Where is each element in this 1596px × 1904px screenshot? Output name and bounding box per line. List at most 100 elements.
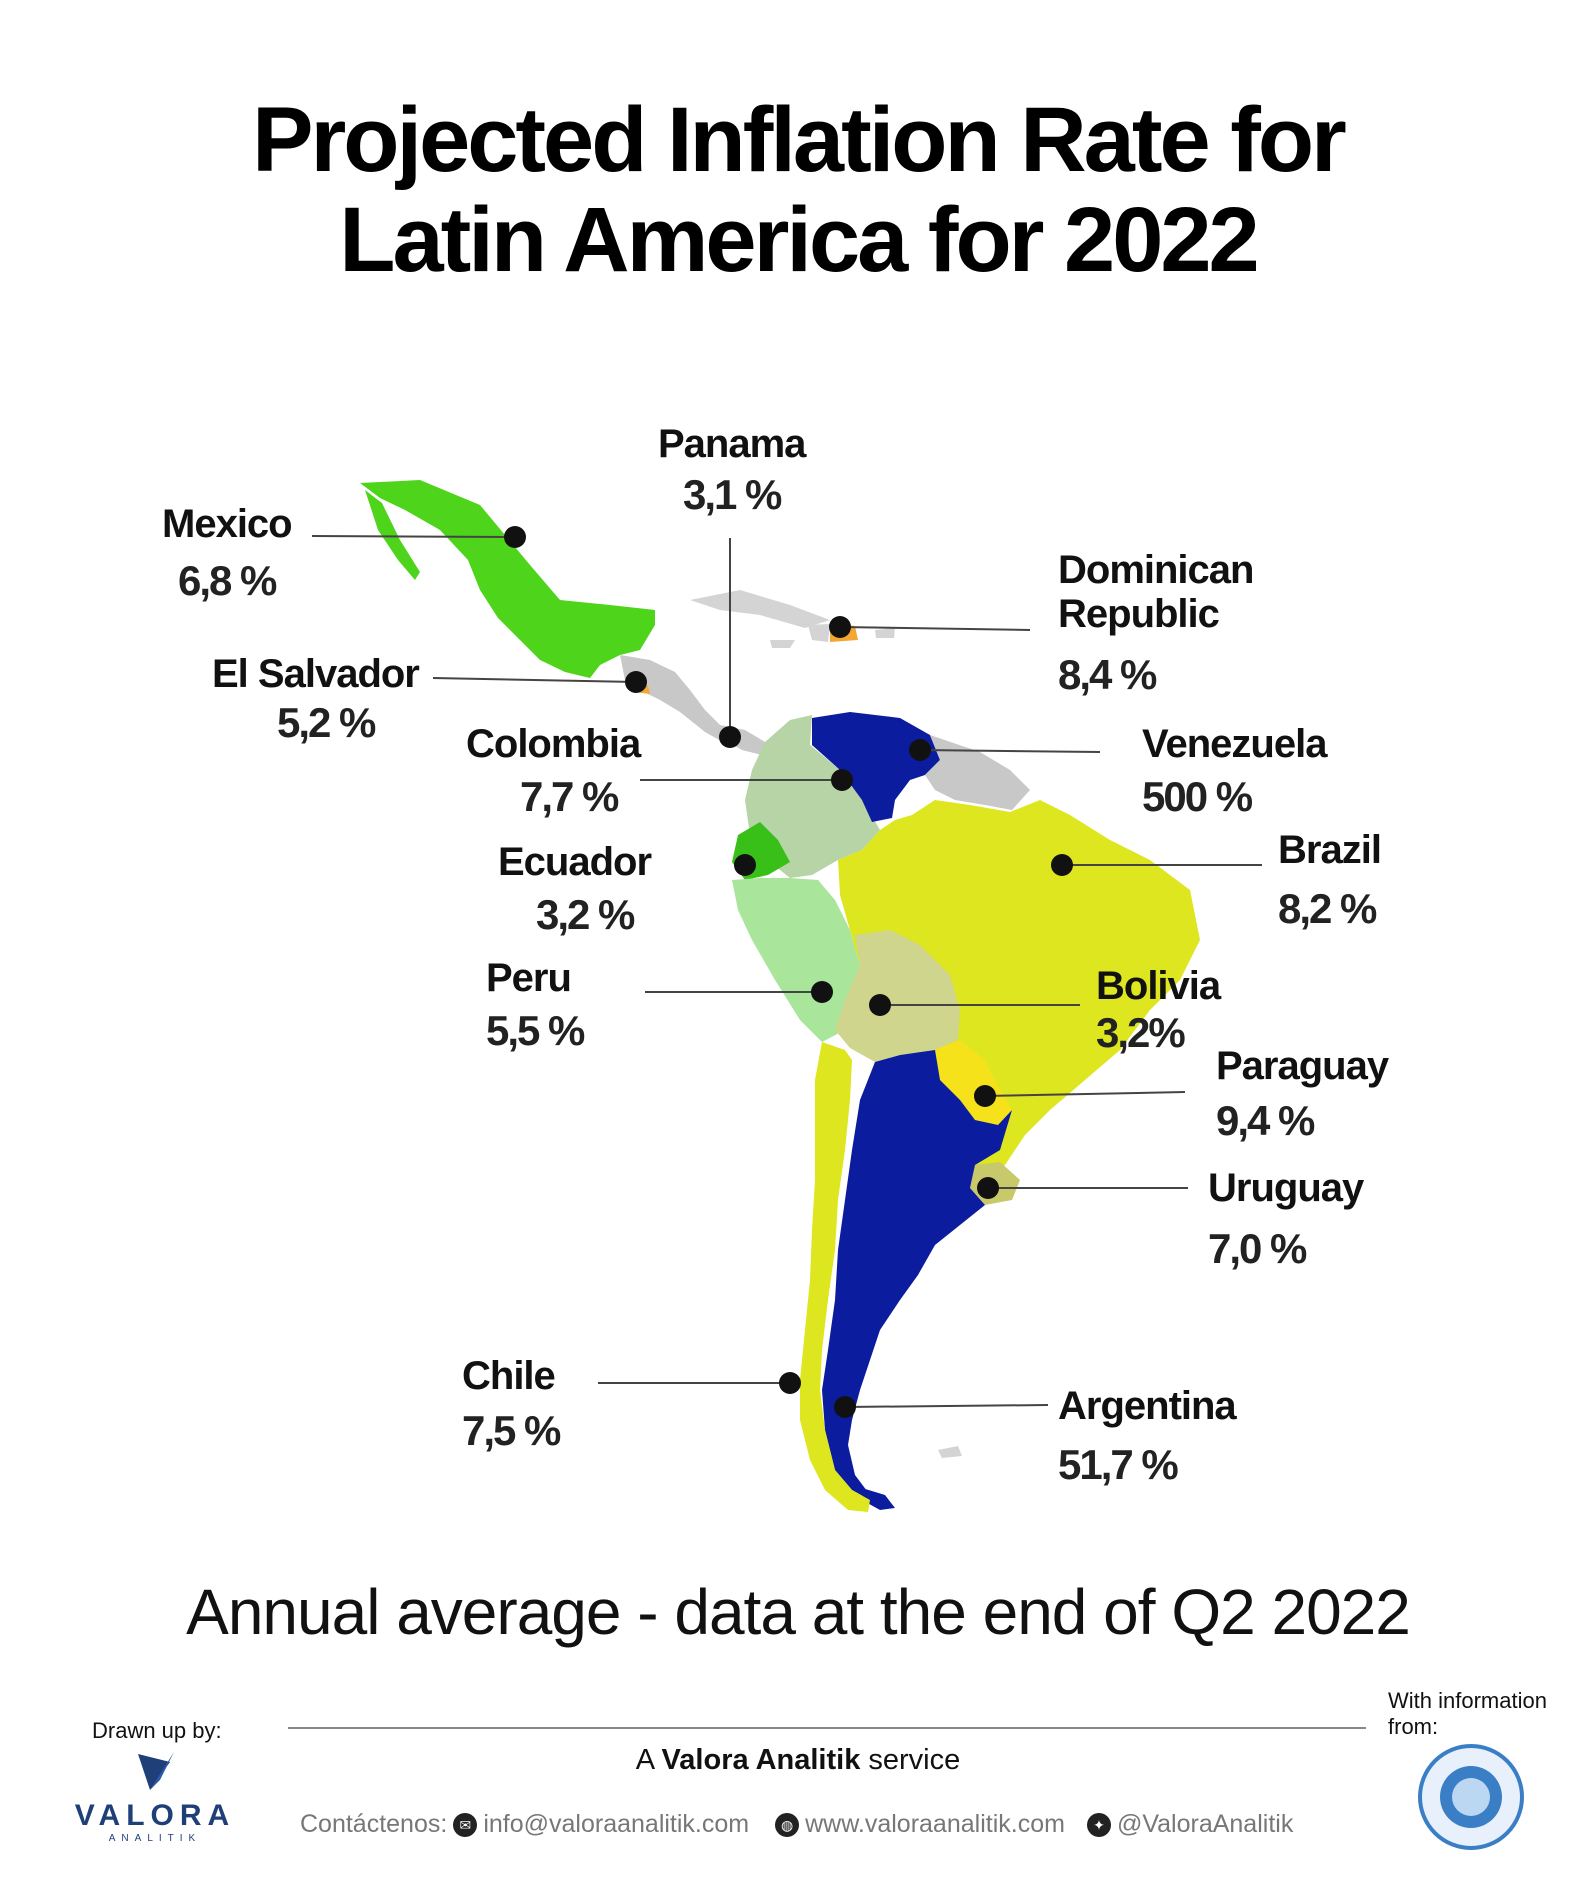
marker-ecuador [734,854,756,876]
service-suffix: service [860,1744,961,1776]
country-name: Panama [658,422,806,466]
country-name-line-2: Republic [1058,592,1220,636]
marker-el-salvador [625,671,647,693]
inflation-value: 3,1 % [683,471,782,518]
contacts-label: Contáctenos: [300,1810,448,1838]
country-name: Mexico [162,502,293,546]
service-prefix: A [635,1744,662,1776]
cuba-shape [690,590,830,628]
inflation-value: 7,0 % [1208,1225,1307,1272]
inflation-value: 51,7 % [1058,1441,1179,1488]
label-colombia: Colombia 7,7 % [466,722,641,820]
country-name: Ecuador [498,840,652,884]
marker-bolivia [869,994,891,1016]
inflation-value: 3,2 % [536,891,635,938]
marker-mexico [504,526,526,548]
brazil-shape [838,800,1200,1185]
inflation-value: 5,2 % [277,699,376,746]
valora-logo-word: VALORA [74,1799,236,1832]
country-name: Brazil [1278,828,1382,872]
valora-logo-subword: ANALITIK [108,1833,202,1844]
label-uruguay: Uruguay 7,0 % [1208,1166,1364,1272]
country-name: Colombia [466,722,641,766]
baja-california-shape [365,490,420,580]
marker-brazil [1051,854,1073,876]
footer-divider [288,1727,1366,1729]
argentina-shape [822,1050,1012,1500]
service-brand: Valora Analitik [661,1744,861,1776]
imf-seal-logo [1418,1744,1524,1850]
inflation-value: 8,2 % [1278,885,1377,932]
inflation-value: 8,4 % [1058,651,1157,698]
title-line-1: Projected Inflation Rate for [252,89,1347,191]
title-line-2: Latin America for 2022 [339,189,1259,291]
inflation-value: 3,2% [1096,1009,1186,1056]
drawn-by-label: Drawn up by: [92,1718,222,1743]
label-bolivia: Bolivia 3,2% [1096,964,1221,1056]
label-paraguay: Paraguay 9,4 % [1216,1044,1389,1144]
colombia-shape [745,715,880,878]
contact-email[interactable]: info@valoraanalitik.com [483,1810,750,1838]
label-panama: Panama 3,1 % [658,422,806,518]
valora-mark-icon [138,1752,174,1790]
jamaica-shape [770,640,795,648]
label-argentina: Argentina 51,7 % [1058,1384,1237,1488]
puerto-rico-shape [875,628,895,638]
label-peru: Peru 5,5 % [486,956,585,1054]
marker-venezuela [909,739,931,761]
marker-dominican-republic [829,616,851,638]
twitter-icon: ✦ [1086,1812,1111,1837]
leader-line-venezuela [919,749,1101,753]
country-name: El Salvador [212,652,420,696]
venezuela-shape [812,712,940,822]
inflation-value: 5,5 % [486,1007,585,1054]
label-venezuela: Venezuela 500 % [1142,722,1327,820]
map-title: Projected Inflation Rate for Latin Ameri… [0,90,1596,290]
with-info-label: With information from: [1388,1688,1547,1740]
service-credit: A Valora Analitik service [0,1744,1596,1777]
inflation-value: 6,8 % [178,557,277,604]
country-name: Venezuela [1142,722,1327,766]
bolivia-shape [835,930,960,1062]
marker-colombia [831,769,853,791]
leader-line-dominican-republic [839,626,1031,631]
inflation-value: 500 % [1142,773,1253,820]
marker-chile [779,1372,801,1394]
chile-shape [800,1042,870,1512]
marker-panama [719,726,741,748]
haiti-shape [808,624,830,642]
marker-paraguay [974,1085,996,1107]
country-name: Uruguay [1208,1166,1364,1210]
marker-peru [811,981,833,1003]
label-brazil: Brazil 8,2 % [1278,828,1382,932]
valora-logo: VALORA ANALITIK [70,1750,240,1844]
country-markers [504,526,1073,1418]
marker-argentina [834,1396,856,1418]
globe-icon [1452,1778,1490,1816]
country-name: Paraguay [1216,1044,1389,1088]
contact-bar: Contáctenos: ✉ info@valoraanalitik.com ◍… [300,1810,1293,1839]
label-el-salvador: El Salvador 5,2 % [212,652,420,746]
country-name-line-1: Dominican [1058,548,1254,592]
inflation-value: 7,7 % [520,773,619,820]
email-icon: ✉ [453,1812,478,1837]
label-mexico: Mexico 6,8 % [162,502,293,604]
falklands-shape [938,1446,962,1458]
tierra-del-fuego-shape [862,1488,895,1510]
inflation-value: 7,5 % [462,1407,561,1454]
leader-line-el-salvador [432,677,637,683]
label-ecuador: Ecuador 3,2 % [498,840,652,938]
contact-website[interactable]: www.valoraanalitik.com [805,1810,1065,1838]
guyanas-shape [925,735,1030,810]
leader-line-paraguay [984,1091,1186,1097]
contact-twitter[interactable]: @ValoraAnalitik [1116,1810,1294,1838]
marker-uruguay [977,1177,999,1199]
label-chile: Chile 7,5 % [462,1354,561,1454]
leader-line-argentina [844,1404,1049,1408]
country-name: Bolivia [1096,964,1221,1008]
central-america-shape [620,655,742,748]
with-info-line-1: With information [1388,1688,1547,1713]
with-info-line-2: from: [1388,1714,1439,1739]
inflation-value: 9,4 % [1216,1097,1315,1144]
